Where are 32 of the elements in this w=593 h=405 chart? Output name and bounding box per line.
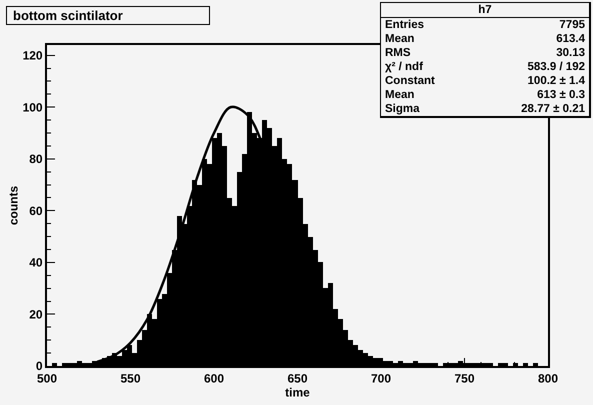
- x-tick-label: 550: [120, 371, 141, 386]
- annotation: Sigma: [385, 102, 420, 116]
- y-tick-label: 40: [29, 256, 43, 270]
- annotation: 583.9 / 192: [527, 60, 585, 74]
- x-tick-label: 800: [538, 371, 558, 386]
- y-tick-label: 120: [22, 48, 43, 63]
- annotation: RMS: [385, 46, 411, 60]
- text: 613.4: [556, 32, 585, 46]
- y-axis-title: counts: [6, 186, 20, 226]
- text: Entries: [385, 18, 424, 32]
- x-tick-label: 700: [370, 371, 392, 386]
- annotation: 613 ± 0.3: [537, 88, 585, 102]
- text: h7: [381, 3, 589, 18]
- annotation: χ² / ndf: [385, 60, 423, 74]
- x-tick-label: 750: [454, 371, 475, 386]
- y-tick-label: 60: [29, 204, 43, 218]
- x-axis-title: time: [285, 385, 310, 400]
- annotation: 28.77 ± 0.21: [521, 102, 585, 116]
- text: 7795: [559, 18, 585, 32]
- x-tick-label: 600: [204, 371, 224, 386]
- text: 30.13: [556, 46, 585, 60]
- y-tick-label: 80: [29, 152, 43, 166]
- y-tick-label: 100: [22, 100, 43, 114]
- chart-title: bottom scintilator: [6, 6, 210, 25]
- y-tick-label: 20: [29, 307, 43, 322]
- annotation: Mean: [385, 88, 414, 102]
- x-tick-label: 500: [36, 371, 58, 386]
- annotation: Mean: [385, 32, 414, 46]
- y-tick-label: 0: [36, 359, 43, 374]
- x-tick-label: 650: [287, 371, 308, 386]
- annotation: Constant: [385, 74, 435, 88]
- annotation: 100.2 ± 1.4: [528, 74, 585, 88]
